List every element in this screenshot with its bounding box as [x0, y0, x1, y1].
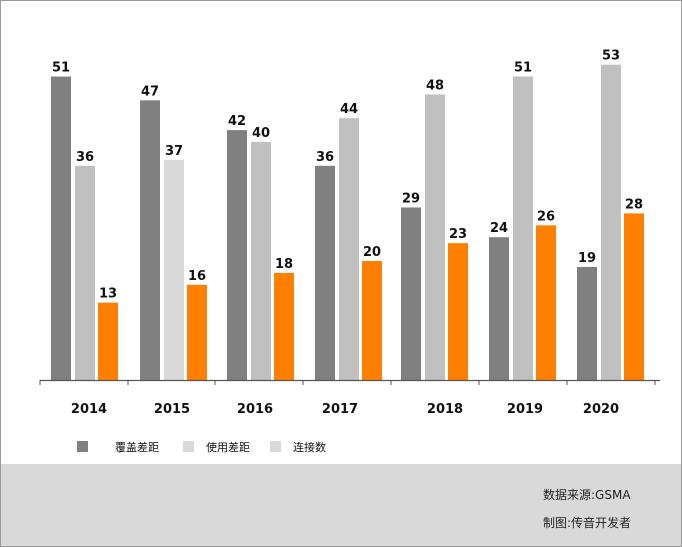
source-note: 数据来源:GSMA	[543, 488, 631, 502]
x-tick-label-2017: 2017	[322, 402, 358, 417]
data-label: 51	[514, 61, 532, 76]
data-label: 13	[99, 287, 117, 302]
bar-使用差距-2018	[425, 94, 445, 381]
x-axis-labels: 2014 2015 2016 2017 2018 2019 2020	[71, 402, 619, 417]
bar-覆盖差距-2020	[577, 266, 597, 380]
legend: 覆盖差距 使用差距 连接数	[77, 440, 326, 454]
x-tick-label-2015: 2015	[154, 402, 190, 417]
bar-覆盖差距-2015	[140, 100, 160, 380]
footer-band	[1, 464, 681, 546]
data-label: 36	[316, 150, 334, 165]
legend-label: 覆盖差距	[115, 440, 159, 454]
bar-覆盖差距-2016	[227, 130, 247, 380]
bar-覆盖差距-2017	[315, 165, 335, 380]
x-tick-label-2019: 2019	[507, 402, 543, 417]
legend-swatch	[77, 441, 88, 452]
legend-swatch	[183, 441, 194, 452]
bar-连接数-2017	[362, 261, 382, 380]
bar-覆盖差距-2019	[489, 237, 509, 380]
data-label: 47	[141, 84, 159, 99]
legend-label: 使用差距	[206, 440, 250, 454]
data-label: 51	[52, 61, 70, 76]
data-label: 53	[602, 49, 620, 64]
data-label: 42	[228, 114, 246, 129]
bar-连接数-2018	[448, 243, 468, 380]
data-label: 40	[252, 126, 270, 141]
bar-连接数-2020	[624, 213, 644, 380]
x-tick-label-2016: 2016	[237, 402, 273, 417]
data-label: 16	[188, 269, 206, 284]
plot-area: 51 36 13 47 37 16 42 40 18 36 44 20 29 48 23 24 51 26 19 53…	[51, 49, 644, 381]
data-label: 24	[490, 221, 508, 236]
bar-使用差距-2014	[75, 165, 95, 380]
data-label: 26	[537, 209, 555, 224]
bar-使用差距-2017	[339, 118, 359, 380]
bar-使用差距-2016	[251, 142, 271, 380]
bar-使用差距-2019	[513, 76, 533, 381]
x-axis-ticks	[39, 380, 656, 385]
legend-label: 连接数	[293, 441, 326, 454]
bar-覆盖差距-2014	[51, 76, 71, 381]
data-label: 37	[165, 144, 183, 159]
data-label: 44	[340, 102, 358, 117]
data-label: 20	[363, 245, 381, 260]
bar-连接数-2019	[536, 225, 556, 380]
data-label: 48	[426, 78, 444, 93]
data-label: 23	[449, 227, 467, 242]
x-tick-label-2014: 2014	[71, 402, 107, 417]
bar-使用差距-2015	[164, 159, 184, 380]
x-tick-label-2018: 2018	[427, 402, 463, 417]
data-label: 29	[402, 191, 420, 206]
bar-覆盖差距-2018	[401, 207, 421, 380]
x-tick-label-2020: 2020	[583, 402, 619, 417]
credit-note: 制图:传音开发者	[543, 516, 632, 530]
bar-使用差距-2020	[601, 64, 621, 381]
data-label: 28	[625, 197, 643, 212]
legend-swatch	[270, 441, 281, 452]
data-label: 36	[76, 150, 94, 165]
data-label: 18	[275, 257, 293, 272]
bar-连接数-2014	[98, 302, 118, 380]
bar-连接数-2016	[274, 272, 294, 380]
bar-连接数-2015	[187, 284, 207, 380]
data-label: 19	[578, 251, 596, 266]
